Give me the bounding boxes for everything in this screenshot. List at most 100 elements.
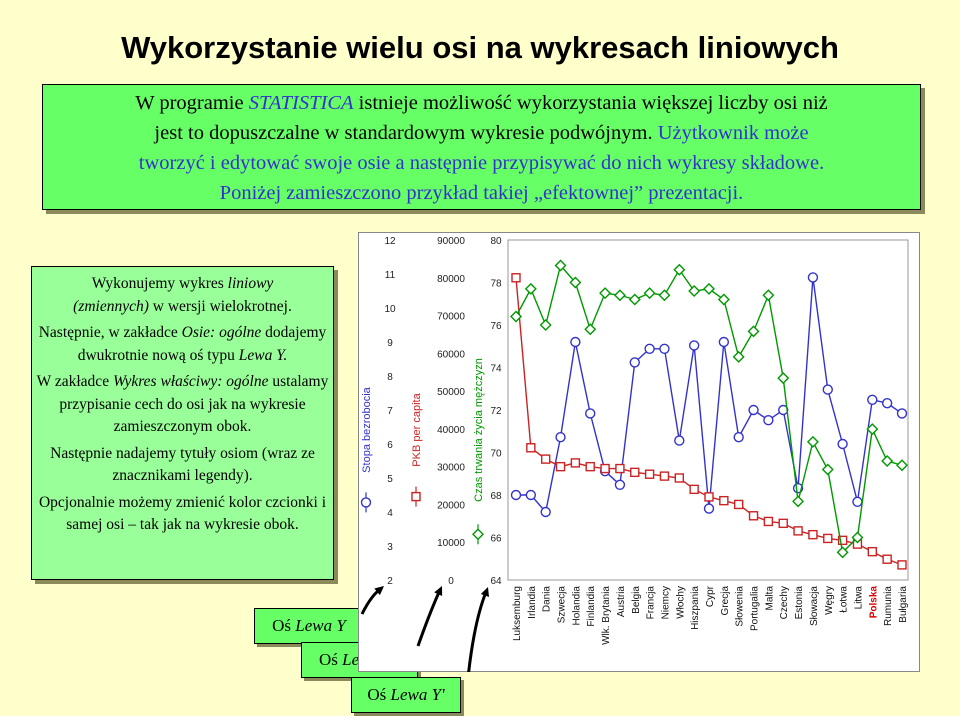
arrow-y2-head (434, 586, 443, 596)
data-point-life (599, 287, 612, 300)
data-point-gdp (823, 533, 833, 544)
category-label: Węgry (824, 586, 835, 615)
text: Następnie, w zakładce (38, 324, 182, 341)
data-point-life (821, 463, 834, 476)
instruction-paragraph: Następnie, w zakładce Osie: ogólne dodaj… (32, 322, 333, 367)
data-point-life (703, 282, 715, 295)
page-title: Wykorzystanie wielu osi na wykresach lin… (121, 30, 839, 65)
category-label: Czechy (779, 586, 790, 619)
data-point-life (584, 323, 597, 336)
axis-title-gdp: PKB per capita (411, 392, 423, 466)
instructions-box: Wykonujemy wykres liniowy (zmiennych) w w… (31, 266, 334, 580)
data-point-gdp (778, 518, 788, 529)
text-italic: Lewa Y (295, 616, 346, 635)
category-label: Rumunia (883, 586, 894, 626)
data-point-gdp (808, 529, 818, 540)
tick-label-life: 64 (490, 576, 502, 587)
category-label: Dania (542, 586, 553, 613)
data-point-gdp (585, 461, 595, 472)
tick-label-gdp: 10000 (437, 538, 465, 549)
data-point-gdp (793, 526, 803, 536)
text: W zakładce (36, 373, 113, 390)
text-italic: Wykres właściwy: ogólne (112, 373, 269, 390)
data-point-life (896, 459, 908, 472)
intro-text: jest to dopuszczalne w standardowym wykr… (154, 122, 658, 144)
data-point-life (554, 259, 567, 272)
text: Oś (319, 650, 343, 669)
data-point-unemployment (555, 431, 566, 443)
legend-marker-unemployment (360, 497, 372, 508)
category-label: Holandia (571, 586, 582, 626)
text: Oś (367, 685, 391, 704)
data-point-life (792, 495, 805, 508)
tick-label-gdp: 70000 (437, 312, 465, 323)
data-point-gdp (630, 467, 640, 478)
tick-label-gdp: 80000 (437, 274, 465, 285)
text-italic: Lewa Y. (238, 346, 288, 364)
data-point-life (510, 310, 522, 323)
tick-label-gdp: 20000 (437, 500, 465, 511)
tick-label-unemployment: 2 (387, 576, 393, 587)
data-point-life (539, 319, 552, 331)
instruction-paragraph: W zakładce Wykres właściwy: ogólne ustal… (32, 371, 333, 439)
data-point-gdp (644, 469, 655, 479)
data-point-unemployment (807, 272, 819, 283)
legend-marker-gdp (411, 491, 421, 502)
tick-label-life: 70 (490, 449, 502, 460)
tick-label-unemployment: 11 (385, 270, 396, 281)
data-point-gdp (674, 473, 685, 483)
data-point-unemployment (510, 489, 522, 501)
tick-label-gdp: 0 (448, 576, 454, 587)
text: Wykonujemy wykres (91, 275, 228, 292)
text-italic: Osie: ogólne (181, 324, 262, 341)
data-point-unemployment (881, 397, 893, 409)
category-label: Austria (616, 586, 627, 618)
tick-label-unemployment: 12 (384, 236, 396, 247)
text: dodajemy dwukrotnie nową oś typu (77, 324, 327, 364)
data-point-gdp (540, 454, 551, 464)
data-point-unemployment (867, 394, 878, 406)
category-label: Irlandia (527, 586, 538, 619)
axis-title-unemployment: Stopa bezrobocia (361, 386, 373, 472)
tick-label-life: 74 (490, 364, 502, 375)
category-label: Szwecja (557, 586, 568, 624)
data-point-gdp (570, 458, 581, 468)
data-point-life (628, 293, 641, 306)
category-label: Finlandia (586, 586, 597, 627)
data-point-unemployment (852, 496, 863, 507)
tick-label-life: 76 (490, 321, 502, 332)
data-point-life (732, 350, 745, 363)
text-italic: (zmiennych) (73, 297, 149, 315)
statistica-name: STATISTICA (248, 92, 354, 114)
text: w wersji wielokrotnej. (148, 297, 292, 315)
data-point-unemployment (629, 357, 640, 368)
data-point-gdp (511, 273, 521, 283)
data-point-gdp (526, 443, 536, 453)
data-point-life (613, 289, 626, 302)
data-point-life (777, 372, 790, 385)
data-point-unemployment (837, 438, 848, 450)
category-label: Malta (764, 586, 775, 611)
tick-label-unemployment: 6 (387, 440, 393, 451)
data-point-unemployment (525, 489, 537, 501)
tick-label-unemployment: 4 (387, 508, 393, 519)
category-label: Grecja (720, 586, 731, 616)
tick-label-life: 80 (490, 236, 502, 247)
data-point-life (851, 531, 864, 544)
category-label: Wlk. Brytania (601, 586, 612, 645)
category-label: Luksemburg (512, 586, 523, 641)
data-point-unemployment (822, 384, 833, 395)
tick-label-gdp: 60000 (437, 349, 465, 360)
data-point-gdp (659, 471, 670, 481)
tick-label-life: 78 (490, 279, 502, 290)
data-point-life (569, 276, 582, 289)
tick-label-gdp: 90000 (437, 236, 465, 247)
category-label: Bułgaria (898, 586, 909, 623)
data-point-unemployment (614, 479, 626, 491)
legend-marker-life (472, 528, 484, 541)
data-point-unemployment (585, 408, 596, 419)
tick-label-life: 72 (490, 406, 502, 417)
text: ustalamy przypisanie cech do osi jak na … (59, 373, 329, 435)
data-point-life (747, 325, 760, 338)
